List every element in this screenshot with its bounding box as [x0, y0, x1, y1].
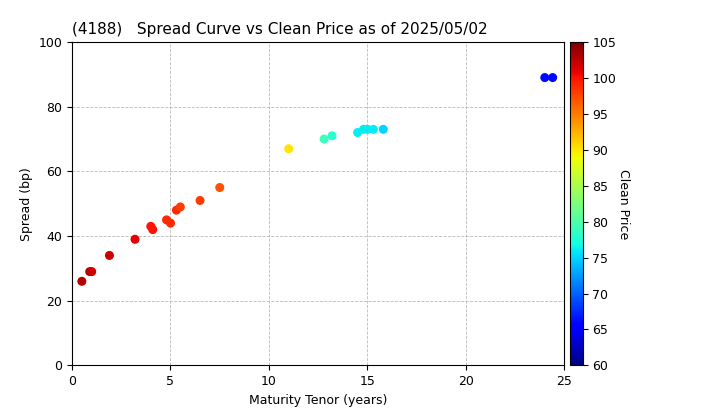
Point: [130, 236, 141, 243]
Point: [147, 226, 158, 233]
Point: [84, 268, 96, 275]
Point: [104, 252, 115, 259]
Point: [358, 126, 369, 133]
Point: [318, 136, 330, 142]
Text: (4188)   Spread Curve vs Clean Price as of 2025/05/02: (4188) Spread Curve vs Clean Price as of…: [72, 22, 487, 37]
Point: [326, 132, 338, 139]
X-axis label: Maturity Tenor (years): Maturity Tenor (years): [249, 394, 387, 407]
Point: [368, 126, 379, 133]
Point: [86, 268, 97, 275]
Y-axis label: Spread (bp): Spread (bp): [20, 167, 33, 241]
Point: [539, 74, 551, 81]
Point: [165, 220, 176, 226]
Point: [76, 278, 88, 285]
Point: [352, 129, 364, 136]
Point: [145, 223, 156, 230]
Point: [377, 126, 389, 133]
Point: [174, 204, 186, 210]
Point: [194, 197, 206, 204]
Point: [214, 184, 225, 191]
Point: [283, 145, 294, 152]
Point: [547, 74, 559, 81]
Point: [171, 207, 182, 213]
Point: [161, 217, 172, 223]
Point: [361, 126, 373, 133]
Y-axis label: Clean Price: Clean Price: [617, 168, 630, 239]
